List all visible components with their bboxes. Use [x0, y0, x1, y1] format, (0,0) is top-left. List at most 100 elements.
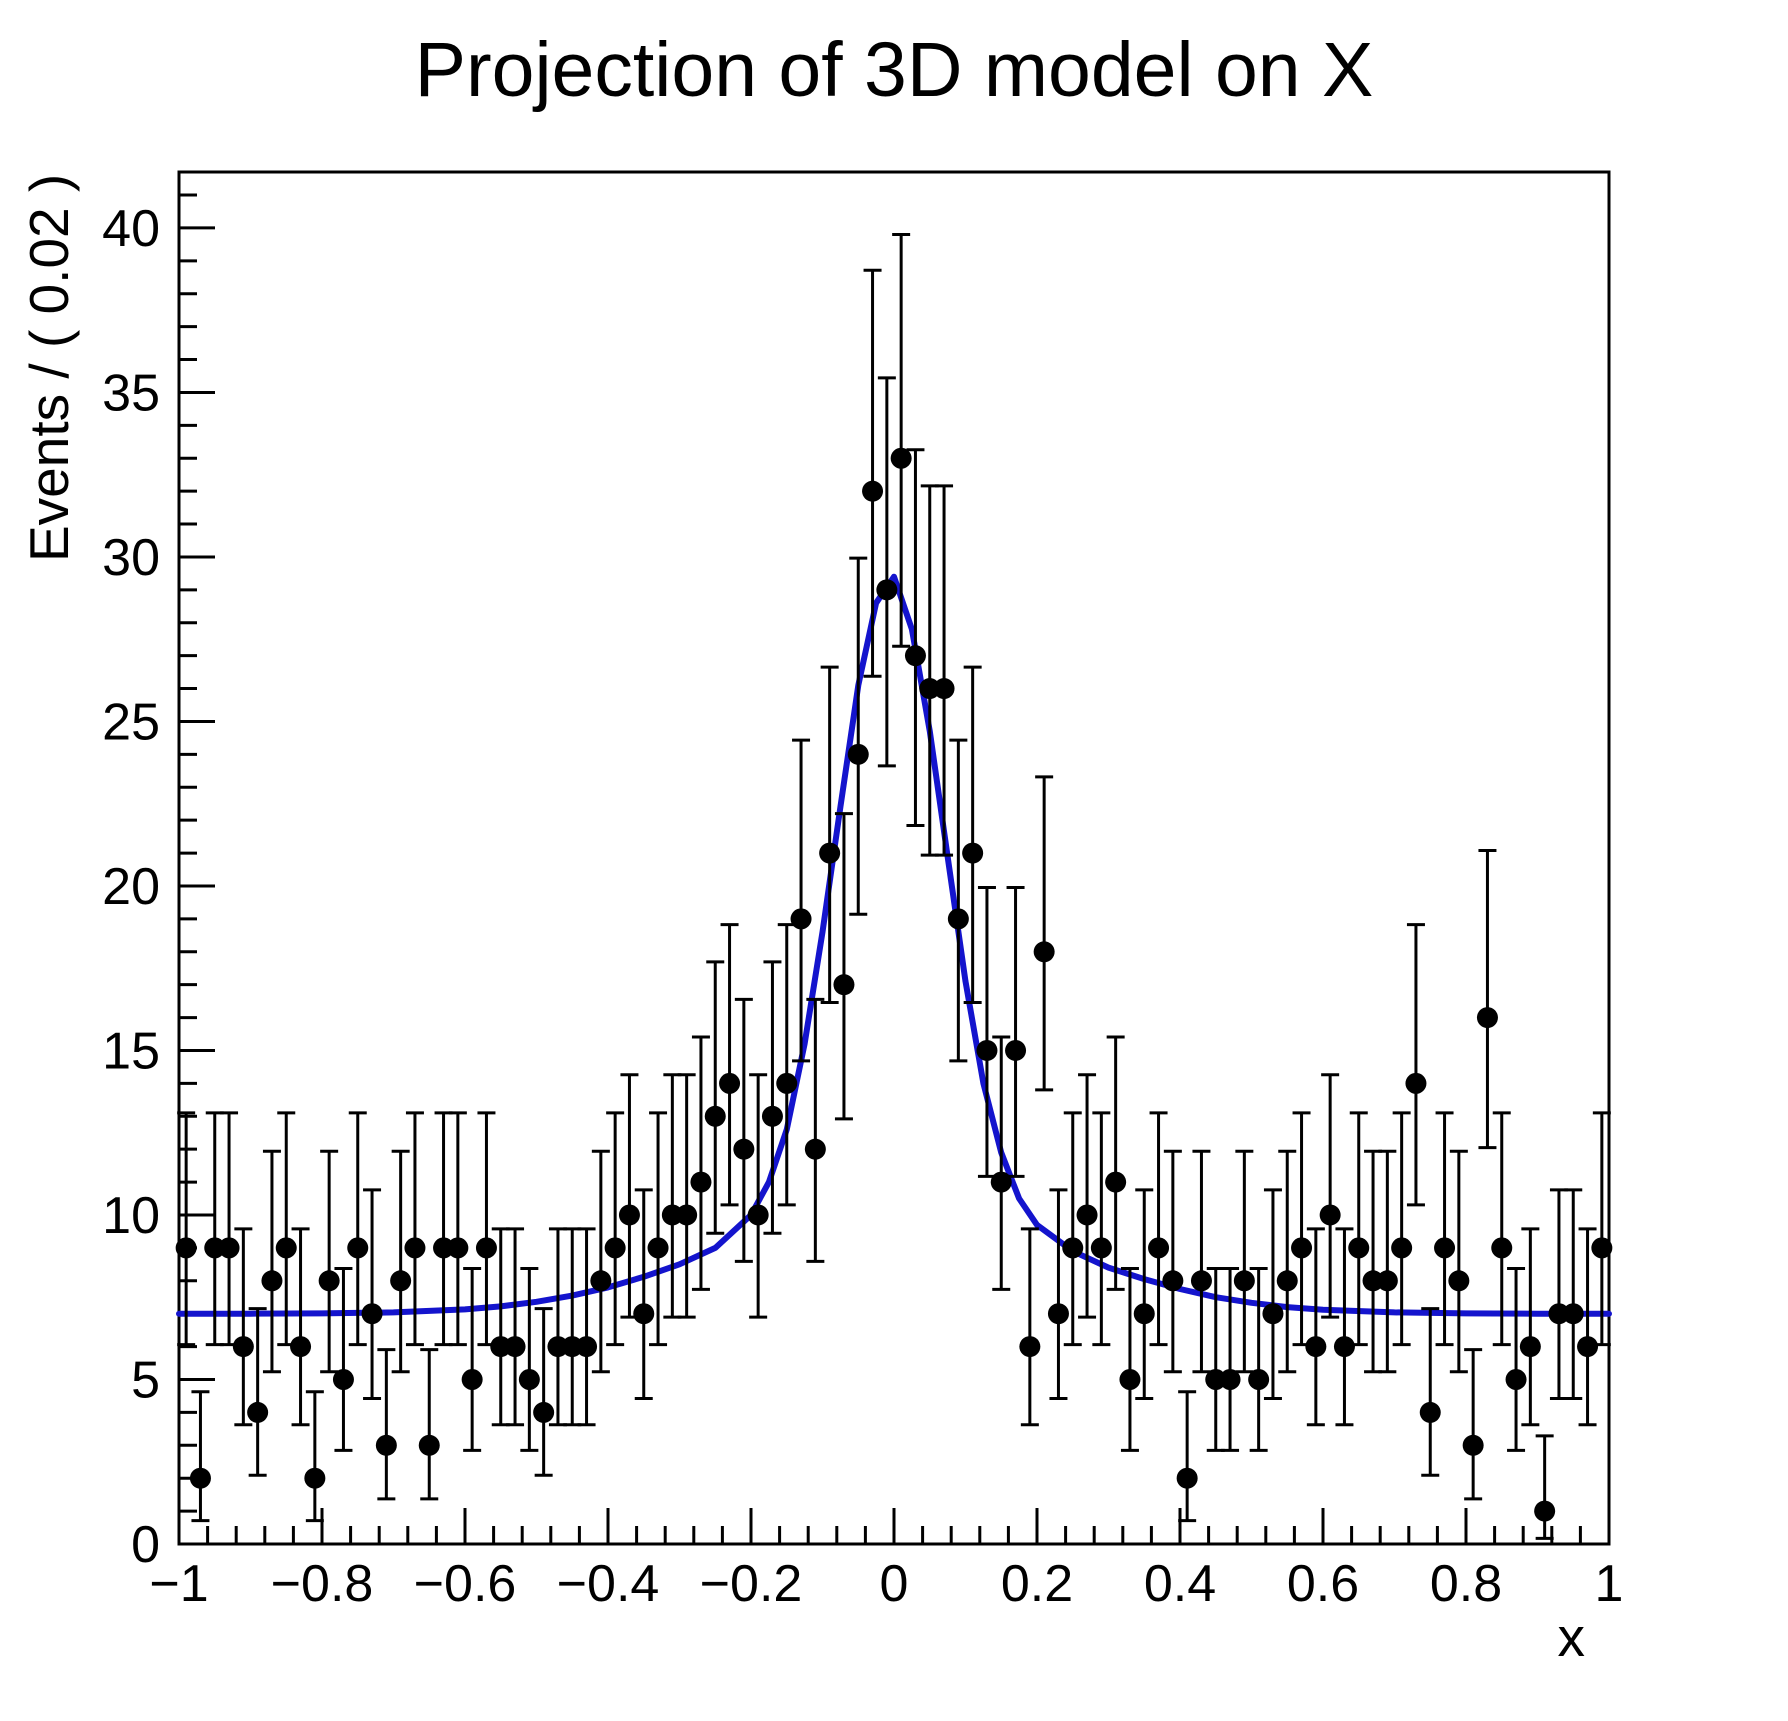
data-marker [1062, 1237, 1084, 1259]
data-point [976, 885, 998, 1178]
data-point [776, 923, 798, 1207]
data-marker [1462, 1434, 1484, 1456]
data-point [947, 738, 969, 1063]
chart-title: Projection of 3D model on X [415, 27, 1374, 113]
data-point [1248, 1266, 1270, 1452]
data-marker [1391, 1237, 1413, 1259]
data-point [661, 1073, 683, 1319]
data-point [1577, 1227, 1599, 1427]
data-point [1448, 1149, 1470, 1374]
data-point [1276, 1149, 1298, 1374]
y-tick-label: 30 [102, 529, 160, 587]
data-marker [1434, 1237, 1456, 1259]
data-point [1133, 1188, 1155, 1400]
data-point [1319, 1073, 1341, 1319]
data-point [1076, 1073, 1098, 1319]
data-marker [676, 1204, 698, 1226]
data-marker [1519, 1336, 1541, 1358]
data-marker [375, 1434, 397, 1456]
data-point [647, 1111, 669, 1347]
data-marker [1105, 1171, 1127, 1193]
data-point [347, 1111, 369, 1347]
data-point [218, 1111, 240, 1347]
data-marker [962, 842, 984, 864]
model-curve-line [176, 573, 1612, 1317]
data-marker [647, 1237, 669, 1259]
data-point [1219, 1266, 1241, 1452]
data-marker [1119, 1368, 1141, 1390]
data-marker [1376, 1270, 1398, 1292]
y-tick-label: 10 [102, 1187, 160, 1245]
y-tick-label: 25 [102, 693, 160, 751]
data-marker [1348, 1237, 1370, 1259]
data-marker [247, 1401, 269, 1423]
data-marker [776, 1072, 798, 1094]
data-marker [518, 1368, 540, 1390]
data-marker [475, 1237, 497, 1259]
data-point [576, 1227, 598, 1427]
data-marker [1262, 1303, 1284, 1325]
data-marker [862, 480, 884, 502]
data-marker [1476, 1007, 1498, 1029]
data-marker [1419, 1401, 1441, 1423]
data-point [461, 1266, 483, 1452]
data-marker [461, 1368, 483, 1390]
data-marker [1405, 1072, 1427, 1094]
data-point [490, 1227, 512, 1427]
data-point [375, 1348, 397, 1501]
y-tick-label: 35 [102, 364, 160, 422]
data-point [1005, 885, 1027, 1178]
data-series [175, 233, 1613, 1540]
data-point [418, 1348, 440, 1501]
data-point [876, 376, 898, 768]
data-point [304, 1390, 326, 1523]
data-marker [232, 1336, 254, 1358]
data-point [290, 1227, 312, 1427]
data-point [1176, 1390, 1198, 1523]
data-marker [1276, 1270, 1298, 1292]
data-marker [504, 1336, 526, 1358]
y-tick-label: 20 [102, 858, 160, 916]
data-marker [1562, 1303, 1584, 1325]
data-point [761, 960, 783, 1235]
data-marker [1577, 1336, 1599, 1358]
data-point [1476, 848, 1498, 1150]
data-point [1419, 1307, 1441, 1477]
data-marker [1019, 1336, 1041, 1358]
data-marker [1033, 941, 1055, 963]
y-axis-title: Events / ( 0.02 ) [18, 174, 80, 562]
data-point [1548, 1188, 1570, 1400]
data-marker [1534, 1500, 1556, 1522]
data-point [833, 812, 855, 1121]
data-marker [761, 1105, 783, 1127]
data-point [1090, 1111, 1112, 1347]
data-point [733, 997, 755, 1263]
data-point [862, 268, 884, 678]
data-marker [790, 908, 812, 930]
x-tick-label: −1 [149, 1555, 208, 1613]
y-axis: 0 5 10 15 20 25 30 35 40 [102, 193, 215, 1574]
data-point [890, 233, 912, 648]
data-point [1562, 1188, 1584, 1400]
model-curve [176, 573, 1612, 1317]
data-point [1233, 1149, 1255, 1374]
data-marker [390, 1270, 412, 1292]
data-marker [1005, 1039, 1027, 1061]
data-marker [447, 1237, 469, 1259]
data-marker [1291, 1237, 1313, 1259]
data-marker [1090, 1237, 1112, 1259]
data-marker [1047, 1303, 1069, 1325]
x-axis: −1 −0.8 −0.6 −0.4 −0.2 0 0.2 0.4 0.6 0.8 1 [149, 1508, 1623, 1613]
data-marker [332, 1368, 354, 1390]
data-point [504, 1227, 526, 1427]
data-point [747, 1073, 769, 1319]
data-marker [218, 1237, 240, 1259]
data-point [189, 1390, 211, 1523]
data-point [719, 923, 741, 1207]
data-marker [947, 908, 969, 930]
data-marker [904, 645, 926, 667]
x-tick-label: 0.8 [1430, 1555, 1502, 1613]
x-tick-label: 0.4 [1144, 1555, 1216, 1613]
data-point [361, 1188, 383, 1400]
